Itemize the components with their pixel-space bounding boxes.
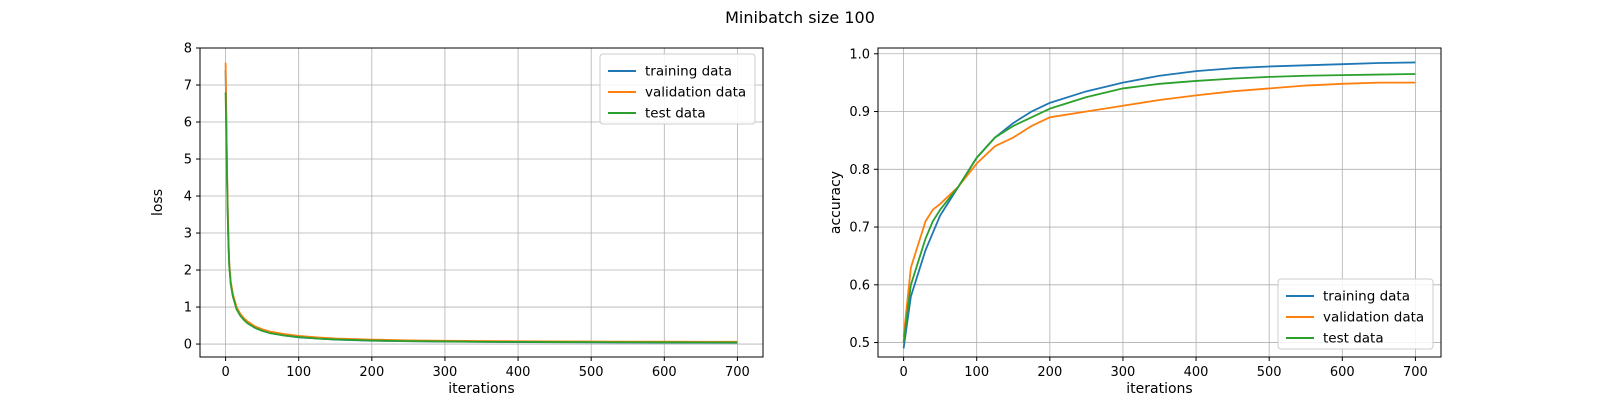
legend-label-1: validation data [1323, 310, 1424, 326]
x-tick-label: 0 [899, 365, 907, 380]
loss-plot: 0 100 200 300 400 500 600 700 0 1 2 3 4 5 6 7 8 iteration… [150, 42, 764, 397]
y-tick-label: 0 [184, 338, 192, 353]
legend-box [599, 53, 756, 125]
accuracy-plot: 0 100 200 300 400 500 600 700 0.5 0.6 0.7 0.8 0.9 1.0… [828, 47, 1442, 397]
figure-title: Minibatch size 100 [725, 8, 875, 27]
legend-box [1277, 278, 1434, 350]
x-tick-label: 100 [964, 365, 989, 380]
x-axis-label: iterations [1126, 381, 1192, 397]
y-tick-label: 0.7 [849, 221, 870, 236]
x-tick-label: 600 [652, 365, 677, 380]
x-tick-label: 200 [359, 365, 384, 380]
axes-frame [877, 47, 1442, 358]
x-tick-label: 500 [1257, 365, 1282, 380]
legend-label-0: training data [1323, 289, 1410, 305]
y-tick-label: 7 [184, 79, 192, 94]
x-axis-label: iterations [448, 381, 514, 397]
x-tick-label: 300 [433, 365, 458, 380]
y-tick-label: 3 [184, 227, 192, 242]
y-tick-label: 1.0 [849, 47, 870, 62]
y-tick-label: 0.6 [849, 278, 870, 293]
y-tick-label: 2 [184, 264, 192, 279]
legend-label-1: validation data [645, 85, 746, 101]
y-tick-label: 0.5 [849, 336, 870, 351]
legend-label-2: test data [645, 106, 706, 122]
x-tick-label: 500 [579, 365, 604, 380]
legend-label-2: test data [1323, 331, 1384, 347]
legend: training data validation data test data [1277, 278, 1434, 350]
series-line-2 [902, 73, 1416, 343]
y-axis-label: accuracy [828, 171, 844, 234]
y-tick-label: 0.8 [849, 163, 870, 178]
y-tick-label: 4 [184, 190, 192, 205]
x-tick-label: 700 [1403, 365, 1428, 380]
axes-frame [199, 47, 764, 358]
series-line-2 [224, 92, 738, 344]
y-tick-label: 0.9 [849, 105, 870, 120]
legend-label-0: training data [645, 64, 732, 80]
y-tick-label: 6 [184, 116, 192, 131]
y-tick-label: 8 [184, 42, 192, 57]
x-tick-label: 100 [286, 365, 311, 380]
y-tick-label: 1 [184, 301, 192, 316]
x-tick-label: 200 [1037, 365, 1062, 380]
x-tick-label: 400 [506, 365, 531, 380]
x-tick-label: 700 [725, 365, 750, 380]
y-tick-label: 5 [184, 153, 192, 168]
y-axis-label: loss [150, 189, 166, 216]
legend: training data validation data test data [599, 53, 756, 125]
x-tick-label: 300 [1111, 365, 1136, 380]
x-tick-label: 600 [1330, 365, 1355, 380]
series-line-0 [902, 61, 1416, 349]
series-line-1 [902, 81, 1416, 337]
x-tick-label: 0 [221, 365, 229, 380]
x-tick-label: 400 [1184, 365, 1209, 380]
